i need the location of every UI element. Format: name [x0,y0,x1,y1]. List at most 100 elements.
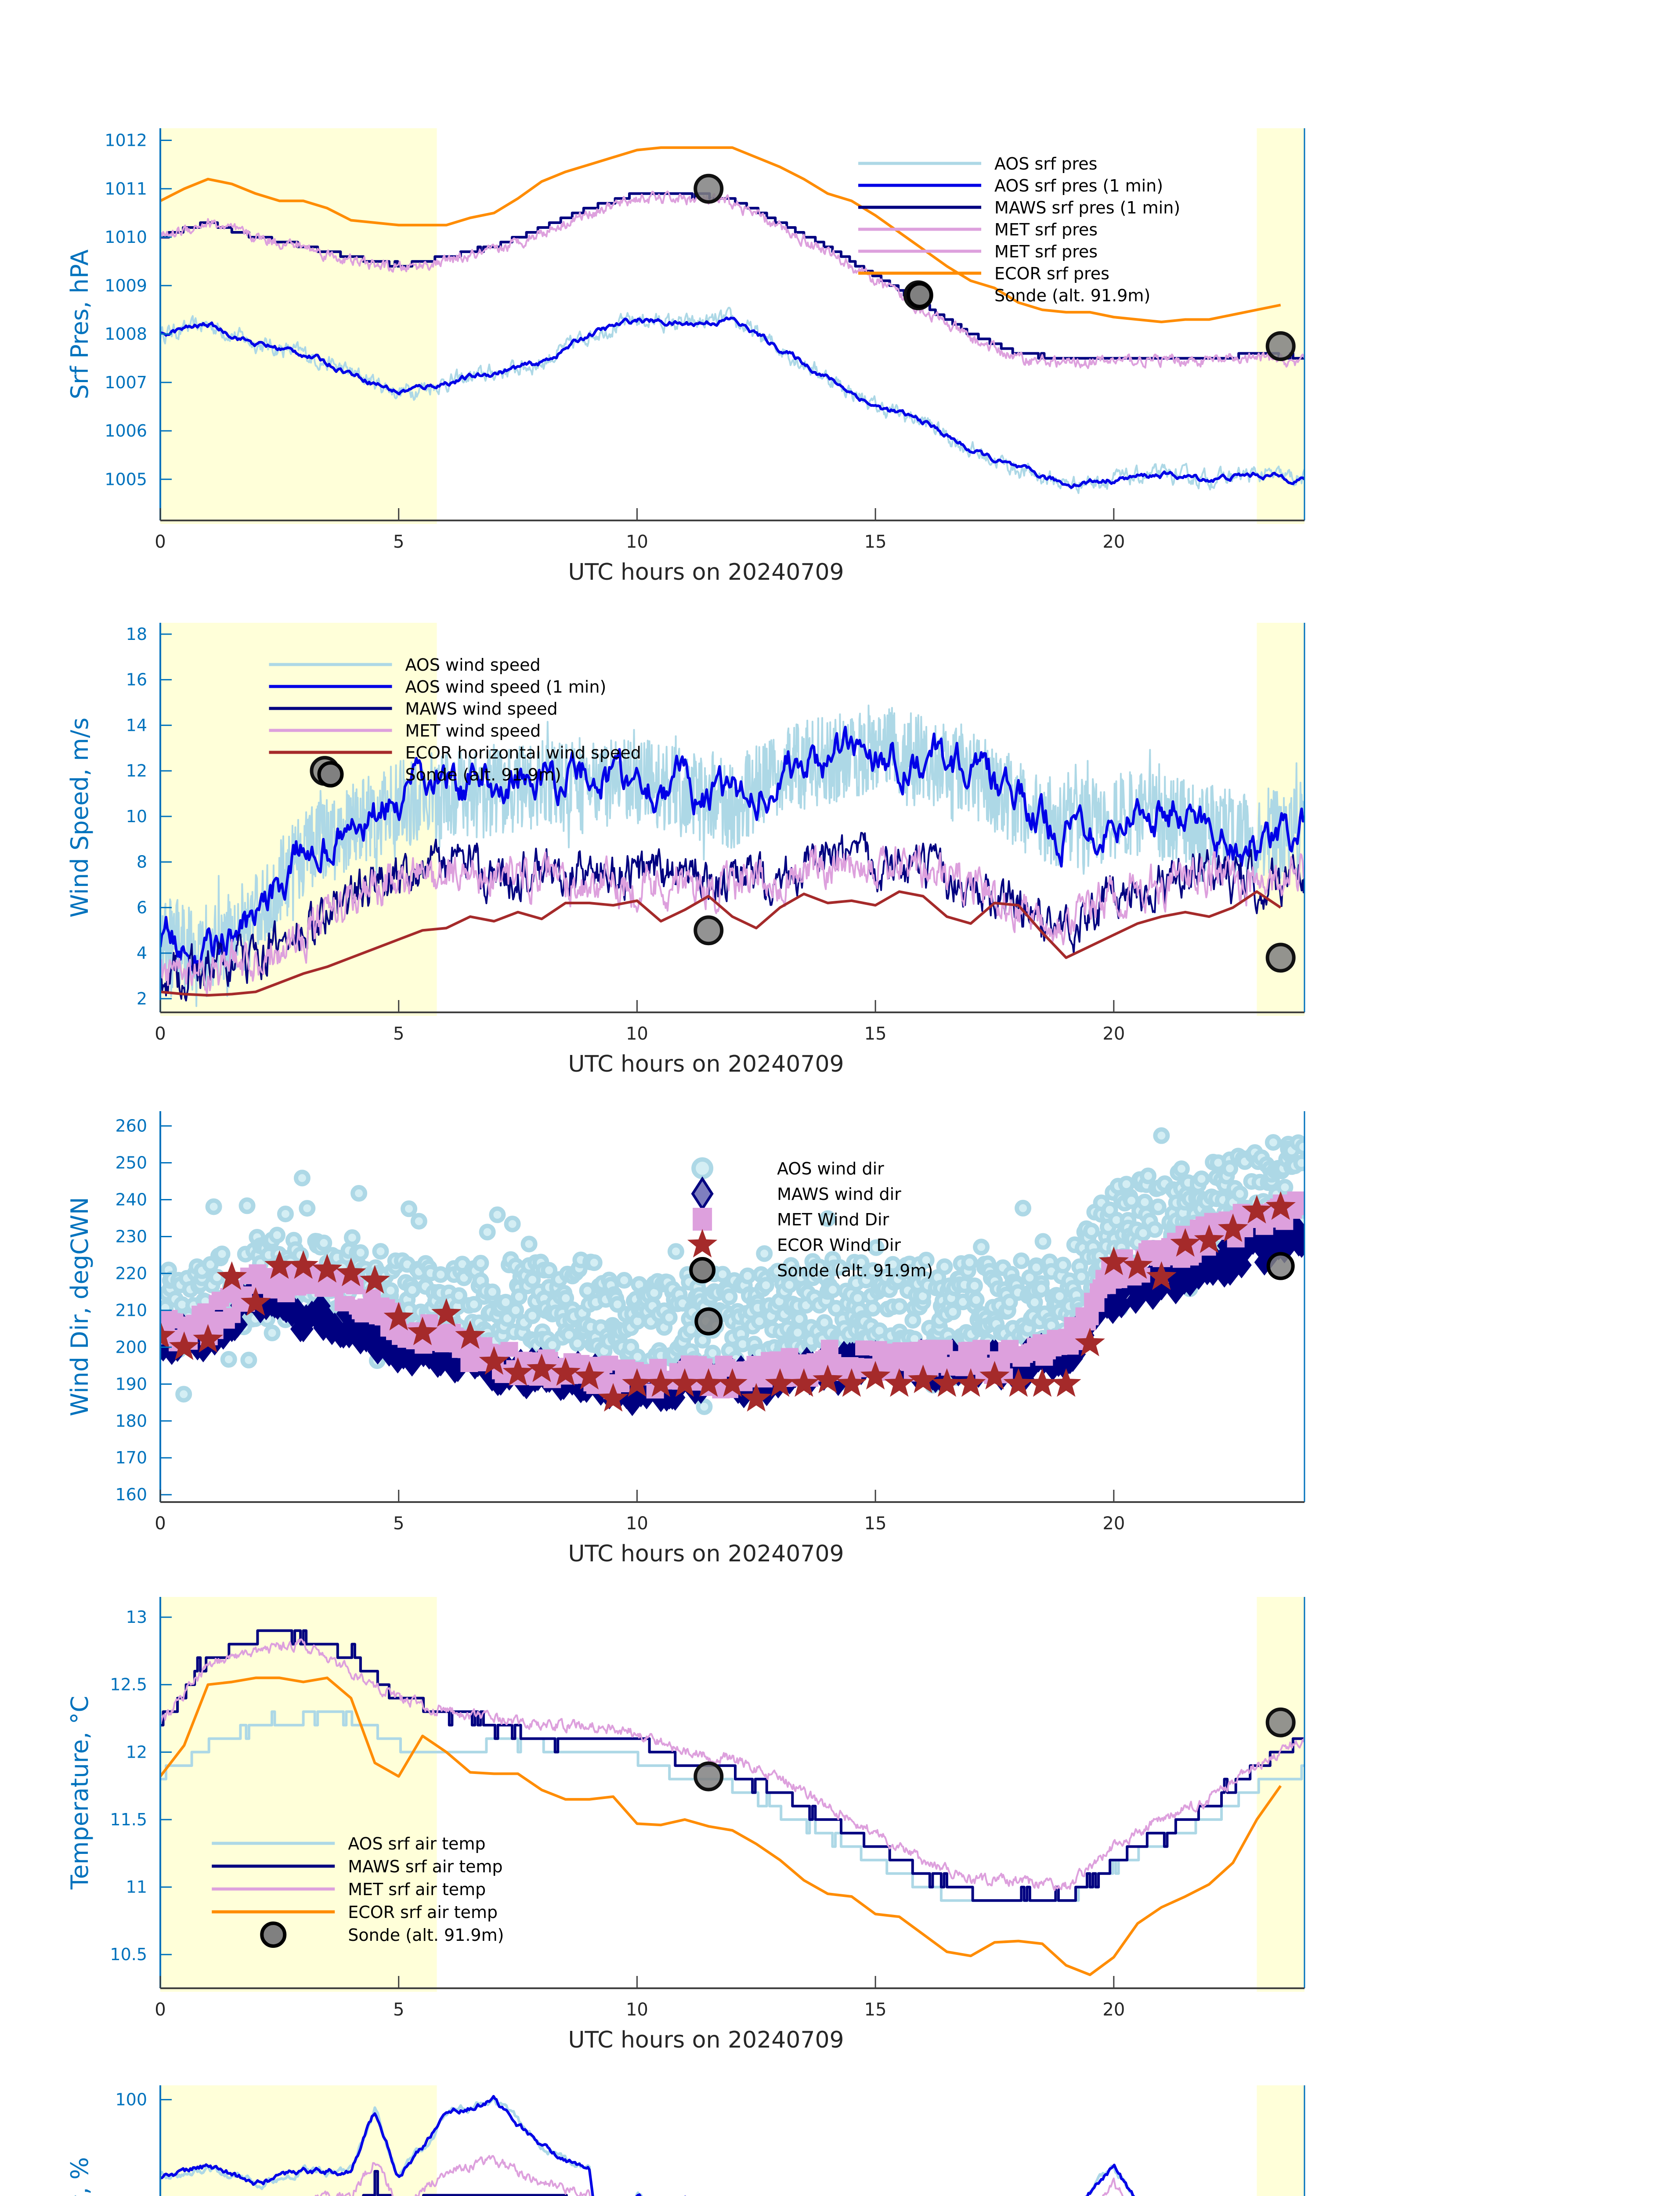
y-tick-label: 170 [115,1448,147,1467]
data-point [1139,1167,1156,1185]
y-tick-label: 6 [137,898,147,917]
y-tick-label: 10 [126,807,147,826]
legend-label: Sonde (alt. 91.9m) [777,1261,933,1280]
sonde-marker [1266,1252,1295,1280]
data-point [520,1235,538,1253]
sonde-marker [1265,331,1296,361]
legend-label: MAWS wind dir [777,1185,901,1204]
data-point [864,1262,882,1279]
legend-item: ECOR Wind Dir [687,1229,901,1258]
y-axis-label: Srf Pres, hPA [66,249,94,399]
data-point [973,1239,990,1256]
legend-swatch-sonde [689,1257,716,1283]
data-point [541,1262,558,1279]
data-point [238,1197,256,1214]
y-tick-label: 190 [115,1374,147,1394]
data-point [616,1272,633,1289]
y-tick-label: 11.5 [110,1810,147,1829]
data-point [1003,1368,1033,1397]
data-point [479,1224,496,1241]
data-point [527,1353,557,1382]
data-point [824,1281,841,1298]
data-point [220,1351,237,1368]
legend-label: MAWS wind speed [405,699,557,719]
data-point [510,1288,527,1305]
series-aos-srf-pres-1-min- [160,316,1304,489]
legend-item: AOS wind dir [691,1157,884,1179]
x-tick-label: 5 [393,2000,404,2020]
y-tick-label: 12.5 [110,1675,147,1694]
y-tick-label: 160 [115,1485,147,1504]
data-point [557,1289,574,1307]
legend-swatch-square [693,1208,712,1231]
legend-item: AOS srf pres (1 min) [858,176,1163,195]
y-tick-label: 1011 [105,179,147,199]
data-point [524,1307,541,1324]
data-point [169,1331,199,1360]
plot-area [160,2095,1135,2196]
data-point [717,1368,748,1397]
sonde-marker [694,915,724,946]
legend-item: MET srf air temp [212,1880,486,1899]
legend-item: AOS wind speed (1 min) [269,677,606,697]
series-aos-rh-1-min- [160,2095,1135,2196]
data-point [1296,1196,1304,1211]
legend-label: Sonde (alt. 91.9m) [994,286,1150,305]
series-met-srf-air-temp [160,1638,1304,1891]
data-point [1033,1280,1050,1297]
data-point [1265,1134,1282,1151]
legend-item: MET wind speed [269,721,541,740]
panel-temperature: 10.5 11 11.5 12 12.5 13 0 5 10 15 20 UTC hours on 2… [66,1597,1305,2053]
x-tick-label: 10 [626,1513,648,1534]
x-tick-label: 15 [864,532,887,552]
data-point [936,1258,953,1275]
x-tick-label: 0 [155,532,166,552]
data-point [979,1361,1010,1390]
data-point [714,1266,731,1283]
data-point [1153,1127,1170,1144]
legend-label: MAWS srf air temp [348,1857,502,1876]
data-point [336,1257,366,1286]
y-tick-label: 2 [137,989,147,1008]
data-point [175,1386,192,1403]
data-point [489,1206,506,1223]
sonde-marker [694,1761,724,1791]
data-point [935,1340,953,1355]
data-point [288,1250,318,1279]
data-point [646,1368,676,1397]
y-tick-label: 200 [115,1337,147,1357]
series-sonde-alt-91-9m- [694,1252,1295,1336]
legend-item: AOS wind speed [269,655,541,675]
series-ecor-srf-air-temp [160,1676,1282,1976]
x-tick-label: 5 [393,532,404,552]
data-point [696,1398,713,1415]
data-point [360,1265,390,1294]
y-tick-label: 1009 [105,276,147,295]
y-tick-label: 18 [126,625,147,644]
data-point [479,1346,509,1375]
x-tick-label: 15 [864,1024,887,1044]
sonde-marker [694,173,724,204]
data-point [789,1324,806,1341]
data-point [383,1302,414,1331]
shaded-period-0 [160,2085,437,2196]
data-point [213,1245,231,1262]
x-tick-label: 5 [393,1513,404,1534]
data-point [451,1287,468,1304]
legend-swatch-sonde [260,1922,287,1948]
data-point [507,1302,524,1319]
series-sonde-alt-91-9m- [694,1707,1296,1791]
data-point [264,1250,295,1279]
y-tick-label: 4 [137,943,147,963]
data-point [455,1320,485,1349]
x-axis-label: UTC hours on 20240709 [568,1541,844,1567]
data-point [350,1185,368,1202]
data-point [891,1298,908,1315]
data-point [217,1261,247,1290]
legend-item: ECOR horizontal wind speed [269,743,641,762]
data-point [756,1245,773,1262]
data-point [918,1252,935,1269]
series-ecor-wind-dir [160,1191,1296,1412]
series-aos-wind-speed-1-min- [160,726,1304,971]
data-point [1265,1191,1296,1220]
